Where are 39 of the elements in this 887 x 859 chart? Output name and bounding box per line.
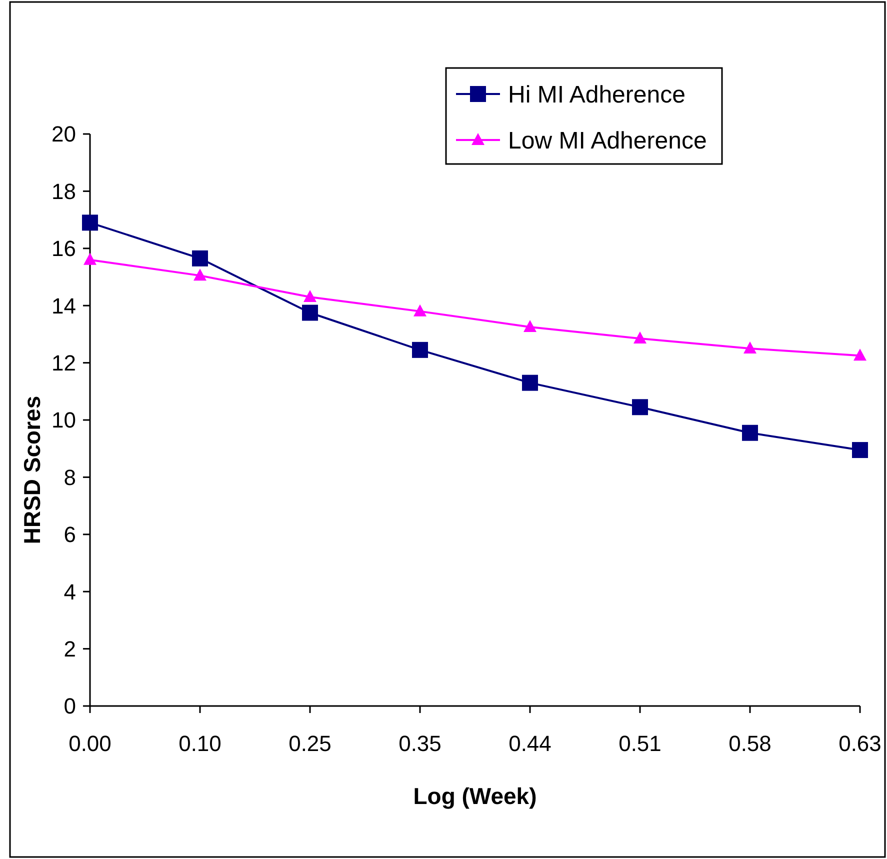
y-tick-label: 20: [52, 122, 76, 147]
y-tick-label: 16: [52, 236, 76, 262]
point: [634, 331, 646, 344]
y-axis-title: HRSD Scores: [19, 396, 45, 544]
x-tick-label: 0.10: [178, 731, 222, 756]
y-tick-label: 8: [64, 464, 76, 490]
x-tick-label: 0.25: [288, 731, 332, 756]
point: [742, 424, 758, 441]
point: [194, 268, 206, 281]
x-tick-label: 0.00: [68, 731, 112, 756]
legend-label: Hi MI Adherence: [508, 81, 686, 108]
x-tick-label: 0.44: [508, 731, 552, 756]
point: [82, 214, 98, 231]
point: [302, 304, 318, 321]
point: [412, 342, 428, 358]
x-axis-title: Log (Week): [413, 783, 537, 809]
point: [854, 348, 866, 361]
point: [852, 442, 868, 458]
y-tick-label: 6: [64, 522, 76, 548]
point: [414, 304, 426, 316]
y-tick-label: 10: [52, 408, 76, 433]
y-tick-label: 4: [64, 579, 76, 604]
point: [744, 342, 756, 354]
y-tick-label: 0: [64, 694, 76, 719]
point: [304, 290, 316, 302]
y-tick-label: 2: [64, 636, 76, 662]
point: [524, 320, 536, 332]
point: [84, 252, 96, 265]
point: [522, 374, 538, 391]
y-tick-label: 18: [52, 178, 76, 204]
y-tick-label: 14: [52, 293, 76, 318]
x-tick-label: 0.63: [838, 731, 882, 756]
point: [192, 250, 208, 266]
point: [632, 399, 648, 416]
x-tick-label: 0.58: [728, 731, 772, 756]
x-tick-label: 0.51: [618, 731, 662, 756]
legend-label: Low MI Adherence: [508, 127, 707, 154]
y-tick-label: 12: [52, 350, 76, 376]
x-tick-label: 0.35: [398, 731, 442, 756]
